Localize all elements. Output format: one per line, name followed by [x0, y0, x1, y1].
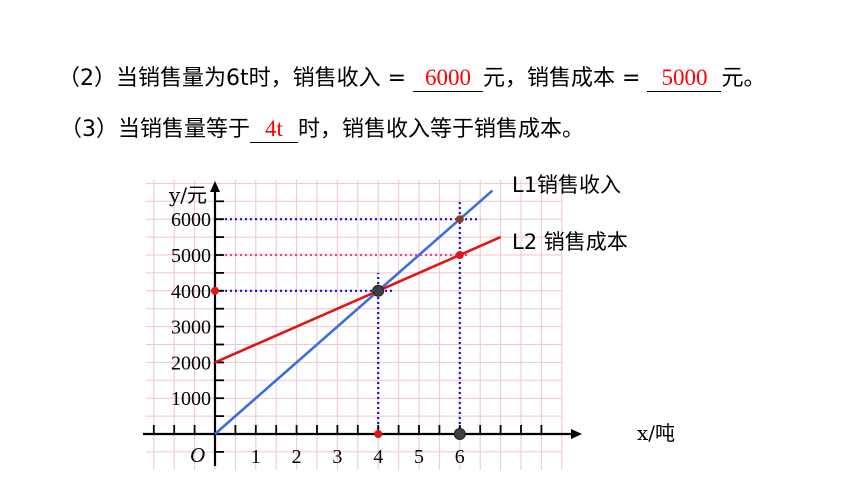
question-2-prefix: （2）当销售量为6t时，销售收入 =: [58, 66, 414, 91]
data-point: [453, 428, 466, 440]
breakeven-answer-blank: 4t: [250, 116, 298, 144]
data-point: [455, 215, 464, 224]
question-3-suffix: 时，销售收入等于销售成本。: [298, 117, 585, 142]
x-tick-label: 3: [332, 446, 342, 468]
cost-answer-blank: 5000: [647, 65, 722, 93]
x-tick-label: 1: [251, 446, 261, 468]
y-tick-label: 1000: [171, 388, 211, 410]
revenue-answer-blank: 6000: [413, 65, 484, 93]
y-tick-label: 2000: [171, 352, 211, 374]
series-label-cost: L2 销售成本: [512, 230, 628, 254]
y-tick-label: 3000: [171, 317, 211, 339]
y-axis-label: y/元: [168, 183, 207, 207]
x-axis-label: x/吨: [637, 421, 675, 445]
y-axis-arrow: [210, 181, 220, 192]
question-2-mid: 元，销售成本 =: [483, 66, 648, 91]
chart-labels: y/元 x/吨 O L1销售收入 L2 销售成本: [168, 173, 675, 467]
data-point: [211, 286, 219, 295]
x-tick-label: 6: [455, 446, 465, 468]
series-lines: [214, 189, 502, 435]
axis-ticks: 1 2 3 4 5 6 1000 2000 3000 4000 5000 6000: [152, 200, 543, 468]
y-tick-label: 4000: [171, 281, 211, 303]
breakeven-answer: 4t: [265, 116, 283, 141]
x-tick-label: 2: [292, 446, 302, 468]
series-line-cost: [214, 235, 502, 364]
cost-answer: 5000: [661, 65, 708, 90]
question-3-prefix: （3）当销售量等于: [60, 117, 250, 142]
x-axis-arrow: [571, 429, 582, 439]
x-tick-label: 5: [414, 446, 424, 468]
data-point: [372, 284, 385, 297]
data-point: [374, 430, 383, 438]
data-point: [455, 251, 464, 259]
marked-points: [211, 215, 466, 440]
revenue-answer: 6000: [425, 65, 472, 90]
y-tick-label: 5000: [171, 245, 211, 267]
question-3: （3）当销售量等于 4t 时，销售收入等于销售成本。: [60, 111, 585, 144]
series-label-revenue: L1销售收入: [512, 173, 621, 197]
guide-lines: [215, 201, 481, 434]
series-line-revenue: [214, 189, 494, 435]
origin-label: O: [190, 443, 205, 467]
question-2-suffix: 元。: [721, 66, 766, 91]
x-tick-label: 4: [373, 446, 383, 468]
y-tick-label: 6000: [171, 209, 211, 231]
question-2: （2）当销售量为6t时，销售收入 = 6000 元，销售成本 = 5000 元。: [58, 60, 766, 93]
